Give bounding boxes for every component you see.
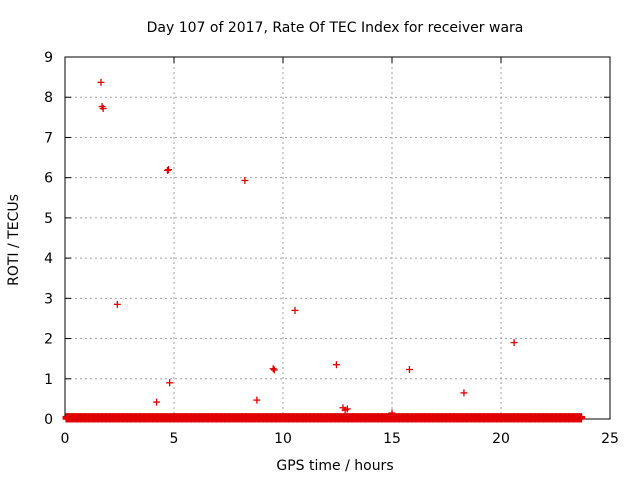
grid-lines	[65, 57, 610, 419]
y-tick-label: 1	[44, 372, 53, 388]
x-tick-label: 10	[274, 431, 292, 447]
baseline-band	[62, 413, 585, 423]
data-point	[163, 166, 171, 174]
x-axis-label: GPS time / hours	[276, 458, 393, 474]
data-point	[269, 365, 277, 373]
data-point	[165, 166, 173, 174]
y-tick-label: 4	[44, 251, 53, 267]
y-tick-label: 3	[44, 291, 53, 307]
data-point	[388, 409, 396, 417]
data-point	[343, 405, 351, 413]
data-point	[166, 379, 174, 387]
data-point	[253, 396, 261, 404]
chart-title: Day 107 of 2017, Rate Of TEC Index for r…	[147, 20, 524, 36]
data-point	[270, 366, 278, 374]
y-tick-label: 5	[44, 211, 53, 227]
data-point	[460, 389, 468, 397]
y-tick-label: 8	[44, 90, 53, 106]
data-point	[291, 306, 299, 314]
y-tick-label: 6	[44, 171, 53, 187]
baseline-point	[577, 413, 585, 421]
data-point	[510, 339, 518, 347]
axis-tick-labels: 0 5 10 15 20 25 0 1 2 3 4 5 6 7 8 9	[44, 50, 619, 447]
y-axis-label: ROTI / TECUs	[6, 194, 22, 286]
x-tick-label: 0	[61, 431, 70, 447]
y-tick-label: 0	[44, 412, 53, 428]
x-tick-label: 20	[492, 431, 510, 447]
data-point	[241, 176, 249, 184]
data-point	[113, 300, 121, 308]
x-tick-label: 15	[383, 431, 401, 447]
y-tick-label: 7	[44, 130, 53, 146]
data-point	[97, 78, 105, 86]
data-point	[405, 366, 413, 374]
x-tick-label: 25	[601, 431, 619, 447]
y-tick-label: 9	[44, 50, 53, 66]
y-tick-label: 2	[44, 332, 53, 348]
data-point	[153, 398, 161, 406]
x-tick-label: 5	[170, 431, 179, 447]
data-point	[332, 361, 340, 369]
data-point	[98, 102, 106, 110]
data-points	[97, 78, 518, 417]
